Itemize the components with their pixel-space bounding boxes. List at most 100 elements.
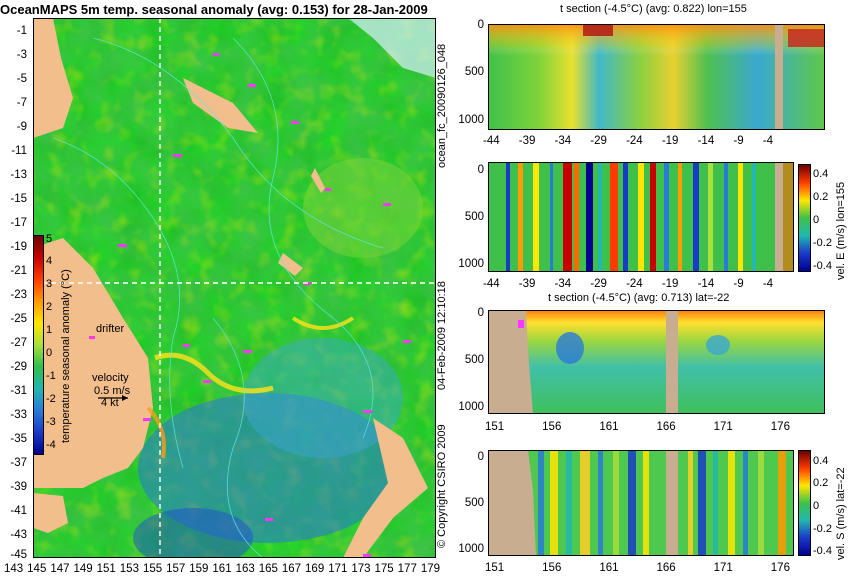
x-tick: 156 (542, 562, 562, 574)
lat-tick: -19 (10, 241, 27, 253)
lon-tick: 147 (50, 563, 70, 575)
lat-tick: -23 (10, 289, 27, 301)
x-tick: -9 (733, 278, 744, 290)
x-tick: -29 (590, 278, 607, 290)
lon-tick: 155 (142, 563, 163, 575)
cb-tick: 0.4 (813, 168, 829, 180)
lat-tick: -17 (10, 217, 27, 229)
lat-tick: -3 (16, 49, 27, 61)
x-tick: 151 (485, 421, 505, 433)
x-tick: -19 (661, 278, 679, 290)
y-tick: 0 (477, 451, 484, 463)
copyright-label: © Copyright CSIRO 2009 (436, 424, 448, 548)
y-tick: 500 (464, 211, 484, 223)
y-tick: 1000 (458, 258, 484, 270)
velocity-scale: 0.5 m/s (94, 385, 131, 397)
velocity-label: velocity (92, 372, 129, 384)
y-tick: 0 (477, 307, 484, 319)
lon-tick: 161 (212, 563, 232, 575)
x-tick: 161 (599, 562, 619, 574)
colorbar-tick: 5 (46, 233, 53, 245)
lat-tick: -39 (10, 481, 27, 493)
lat-tick: -27 (10, 337, 27, 349)
cb-tick: -0.2 (813, 523, 832, 535)
panel4-heatmap (488, 450, 794, 556)
velocity-scale-kt: 4 kt (101, 397, 119, 409)
colorbar-tick: 2 (46, 301, 53, 313)
x-tick: 166 (656, 421, 676, 433)
lat-tick: -33 (10, 409, 27, 421)
cb-tick: 0 (813, 214, 820, 226)
vel-s-label: vel. S (m/s) lat=-22 (835, 467, 847, 560)
panel2-x-axis: -44 -39 -34 -29 -24 -19 -14 -9 -4 (483, 278, 773, 290)
y-tick: 0 (477, 164, 484, 176)
lat-tick: -41 (10, 505, 27, 517)
cb-tick: 0 (813, 500, 820, 512)
lon-tick: 163 (235, 563, 255, 575)
lon-tick: 145 (27, 563, 47, 575)
lat-tick: -31 (10, 385, 27, 397)
x-tick: -9 (733, 135, 744, 147)
colorbar-tick: 4 (46, 255, 53, 267)
panel1-heatmap (488, 24, 825, 130)
drifter-label: drifter (96, 323, 125, 335)
lon-tick: 153 (119, 563, 139, 575)
lat-tick: -25 (10, 313, 27, 325)
panel1-x-axis: -44 -39 -34 -29 -24 -19 -14 -9 -4 (483, 135, 773, 147)
map-title: OceanMAPS 5m temp. seasonal anomaly (avg… (0, 2, 428, 17)
panel2-heatmap (488, 162, 794, 272)
lon-tick: 175 (374, 563, 394, 575)
x-tick: -39 (518, 278, 536, 290)
lon-tick: 157 (166, 563, 186, 575)
vel-e-label: vel. E (m/s) lon=155 (835, 181, 847, 280)
y-tick: 500 (464, 497, 484, 509)
x-tick: -4 (762, 278, 773, 290)
colorbar-tick: 3 (46, 278, 53, 290)
lon-tick: 165 (258, 563, 278, 575)
lat-tick: -15 (10, 193, 27, 205)
panel1-title: t section (-4.5°C) (avg: 0.822) lon=155 (560, 3, 747, 15)
x-tick: -39 (518, 135, 536, 147)
panel4-colorbar (798, 450, 811, 556)
panel3-x-axis: 151 156 161 166 171 176 (485, 421, 790, 433)
x-tick: 176 (770, 562, 790, 574)
x-tick: 171 (713, 421, 733, 433)
colorbar-label: temperature seasonal anomaly (°C) (60, 269, 72, 443)
colorbar-tick: -2 (46, 393, 56, 405)
x-tick: 166 (656, 562, 676, 574)
colorbar-tick: -3 (46, 416, 56, 428)
x-tick: -4 (762, 135, 773, 147)
lon-tick: 159 (189, 563, 209, 575)
panel3-title: t section (-4.5°C) (avg: 0.713) lat=-22 (548, 292, 730, 304)
x-tick: -44 (483, 135, 500, 147)
lat-tick: -21 (10, 265, 27, 277)
y-tick: 1000 (458, 543, 484, 555)
x-tick: -34 (554, 135, 572, 147)
x-tick: -24 (626, 278, 643, 290)
x-tick: 176 (770, 421, 790, 433)
lon-tick: 179 (420, 563, 440, 575)
timestamp-label: 04-Feb-2009 12:10:18 (436, 281, 448, 390)
cb-tick: -0.4 (813, 545, 832, 557)
lon-tick: 143 (4, 563, 24, 575)
forecast-file-label: ocean_fc_20090126_048 (436, 43, 448, 168)
panel4-x-axis: 151 156 161 166 171 176 (485, 562, 790, 574)
colorbar-tick: 1 (46, 324, 53, 336)
lon-tick: 171 (328, 563, 348, 575)
lon-tick: 173 (351, 563, 371, 575)
lat-tick: -9 (16, 121, 27, 133)
lat-tick: -11 (11, 145, 27, 157)
y-tick: 0 (477, 19, 484, 31)
x-tick: 151 (485, 562, 505, 574)
x-tick: -14 (697, 278, 715, 290)
panel2-colorbar (798, 164, 811, 272)
x-tick: 156 (542, 421, 562, 433)
x-tick: -19 (661, 135, 679, 147)
colorbar-tick: 0 (46, 347, 53, 359)
x-tick: -29 (590, 135, 607, 147)
y-tick: 1000 (458, 401, 484, 413)
colorbar-tick: -1 (46, 370, 56, 382)
x-tick: 171 (713, 562, 733, 574)
x-tick: -34 (554, 278, 572, 290)
lat-tick: -35 (10, 433, 27, 445)
